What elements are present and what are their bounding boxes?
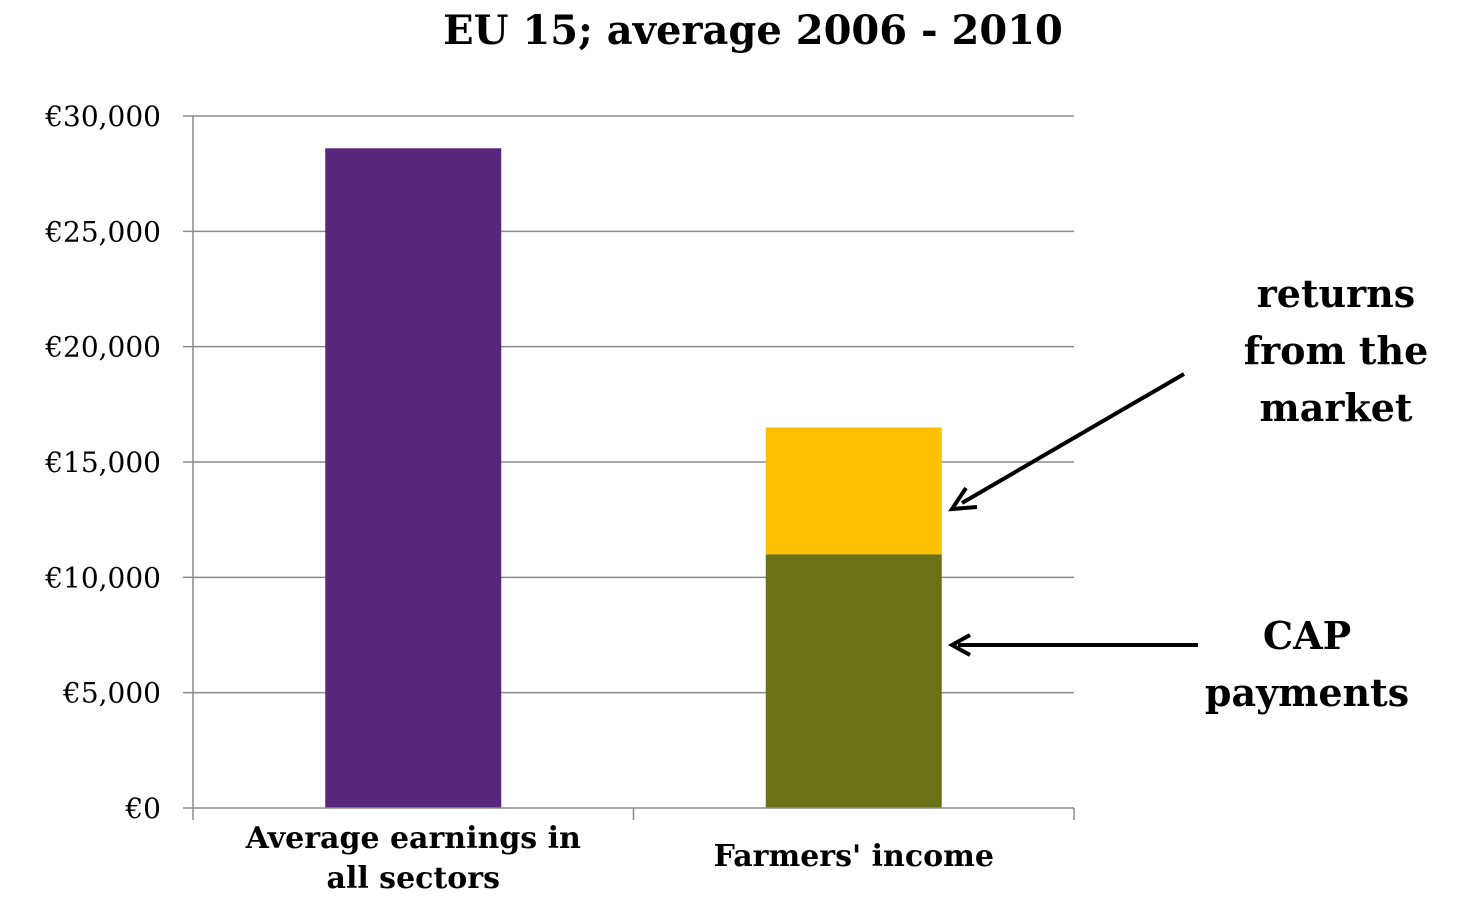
y-tick-label: €5,000 [62, 677, 161, 710]
bar-earnings [325, 148, 502, 808]
y-tick-label: €10,000 [44, 561, 161, 594]
y-tick-label: €20,000 [44, 331, 161, 364]
y-tick-label: €30,000 [44, 100, 161, 133]
annotation-returns-from-market: returns from the market [1244, 271, 1429, 430]
x-axis-ticks: Average earnings in all sectors Farmers' i… [192, 808, 1075, 896]
bar-market [765, 427, 942, 555]
y-tick-label: €15,000 [44, 446, 161, 479]
x-tick-label: Farmers' income [714, 839, 994, 874]
x-tick-label: all sectors [327, 861, 500, 896]
gridlines [193, 115, 1074, 694]
y-tick-label: €0 [124, 792, 161, 825]
y-tick-label: €25,000 [44, 215, 161, 248]
annotations: returns from the market CAP payments [947, 271, 1429, 715]
annotation-cap-payments: CAP payments [1205, 613, 1409, 715]
x-tick-label: Average earnings in [245, 821, 581, 856]
bars [325, 148, 942, 808]
arrow-returns-from-market [948, 372, 1186, 512]
chart-title: EU 15; average 2006 - 2010 [443, 7, 1063, 54]
arrow-cap-payments [947, 633, 1198, 657]
y-axis-ticks: €0 €5,000 €10,000 €15,000 €20,000 €25,000 €30,… [44, 100, 193, 825]
bar-cap [765, 554, 942, 808]
